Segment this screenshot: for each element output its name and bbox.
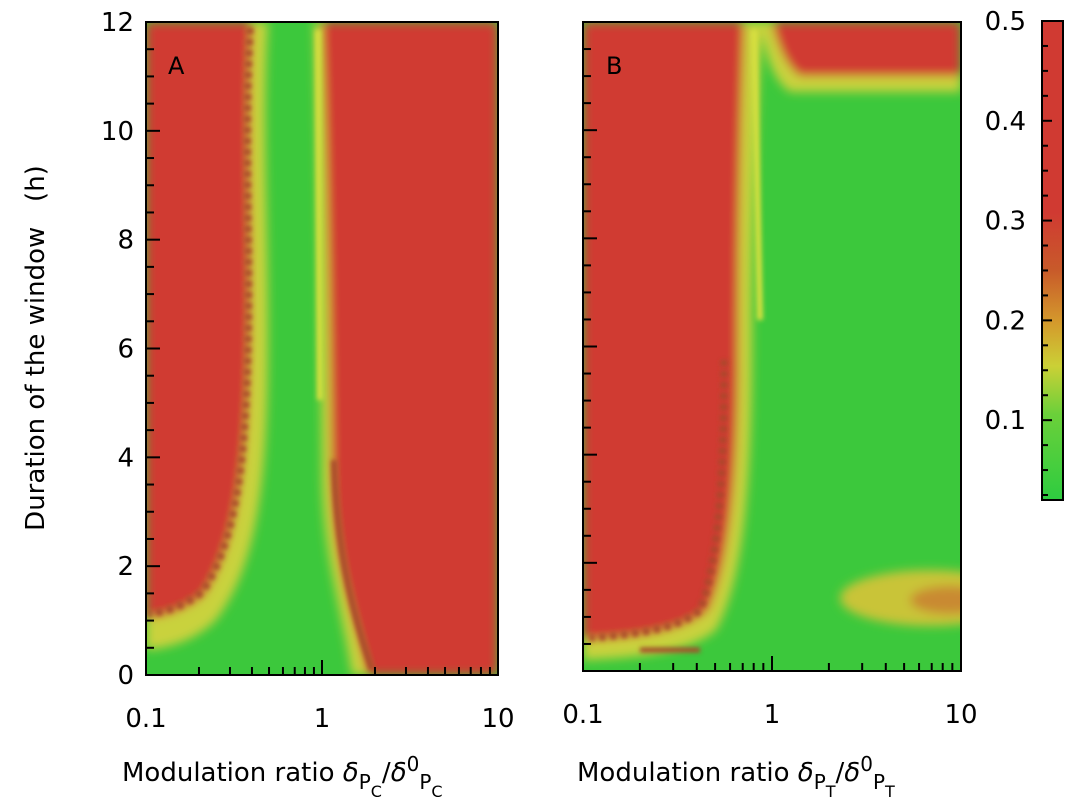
x-tick-label: 0.1 [125, 704, 166, 734]
panel-label-b: B [606, 52, 622, 80]
heatmap-b-mid-patch [910, 586, 961, 614]
y-tick-label: 2 [117, 552, 134, 582]
x-axis-title-a-sub: P [359, 770, 371, 794]
heatmap-a-ridges [147, 27, 375, 671]
colorbar-tick-label: 0.1 [985, 406, 1026, 436]
x-tick-label: 0.1 [562, 700, 603, 730]
colorbar-tick-label: 0.4 [985, 107, 1026, 137]
y-tick-label: 6 [117, 335, 134, 365]
x-axis-title-a-subsub2: C [431, 782, 442, 801]
heatmap-b-ridges [589, 29, 763, 653]
panel-label-a: A [168, 52, 185, 80]
colorbar: 0.1 0.2 0.3 0.4 0.5 [985, 7, 1064, 501]
x-axis-title-a-delta: δ [343, 758, 359, 788]
x-tick-label: 1 [764, 700, 781, 730]
x-axis-title-a-subsub: C [371, 782, 382, 801]
colorbar-tick-label: 0.5 [985, 7, 1026, 37]
x-axis-title-a: Modulation ratio δPC/δ0PC [122, 752, 443, 801]
x-axis-title-b-sub: P [814, 770, 826, 794]
heatmap-a [146, 22, 498, 675]
x-axis-title-a-slash: / [382, 758, 391, 788]
axes-a: 0.1 1 10 0 2 4 6 8 10 12 [101, 8, 515, 734]
panel-a: A 0.1 1 10 0 2 4 6 8 10 12 [101, 8, 515, 734]
y-tick-label: 10 [101, 117, 134, 147]
y-axis-title: Duration of the window (h) [21, 165, 51, 531]
colorbar-gradient [1041, 20, 1064, 501]
x-axis-title-b-sub2: P [873, 770, 885, 794]
x-axis-title-b-subsub: T [825, 782, 836, 801]
x-axis-title-b-subsub2: T [884, 782, 895, 801]
x-tick-label: 10 [944, 700, 977, 730]
x-axis-title-a-sub2: P [419, 770, 431, 794]
x-axis-title-b-delta0: δ [844, 758, 860, 788]
x-axis-title-b: Modulation ratio δPT/δ0PT [577, 752, 895, 801]
x-axis-title-a-prefix: Modulation ratio [122, 758, 343, 788]
colorbar-tick-label: 0.2 [985, 306, 1026, 336]
y-tick-label: 8 [117, 226, 134, 256]
x-axis-title-a-sup: 0 [407, 752, 420, 776]
heatmap-b-high-region-top [772, 22, 961, 76]
heatmap-a-high-region-right [322, 22, 498, 675]
x-tick-label: 1 [314, 704, 331, 734]
colorbar-tick-label: 0.3 [985, 207, 1026, 237]
axes-b: 0.1 1 10 [562, 21, 978, 730]
y-tick-label: 0 [117, 661, 134, 691]
x-axis-title-a-delta0: δ [391, 758, 407, 788]
x-axis-title-b-slash: / [836, 758, 845, 788]
heatmap-b [583, 22, 961, 671]
x-axis-title-b-delta: δ [798, 758, 814, 788]
x-tick-label: 10 [481, 704, 514, 734]
colorbar-ticks: 0.1 0.2 0.3 0.4 0.5 [985, 7, 1052, 497]
heatmap-a-high-region-left [146, 22, 252, 618]
x-axis-title-b-prefix: Modulation ratio [577, 758, 798, 788]
x-axis-title-b-sup: 0 [860, 752, 873, 776]
y-tick-label: 12 [101, 8, 134, 38]
panel-b: B 0.1 1 10 [562, 21, 978, 730]
y-tick-label: 4 [117, 443, 134, 473]
heatmap-b-high-region-left [583, 22, 744, 640]
